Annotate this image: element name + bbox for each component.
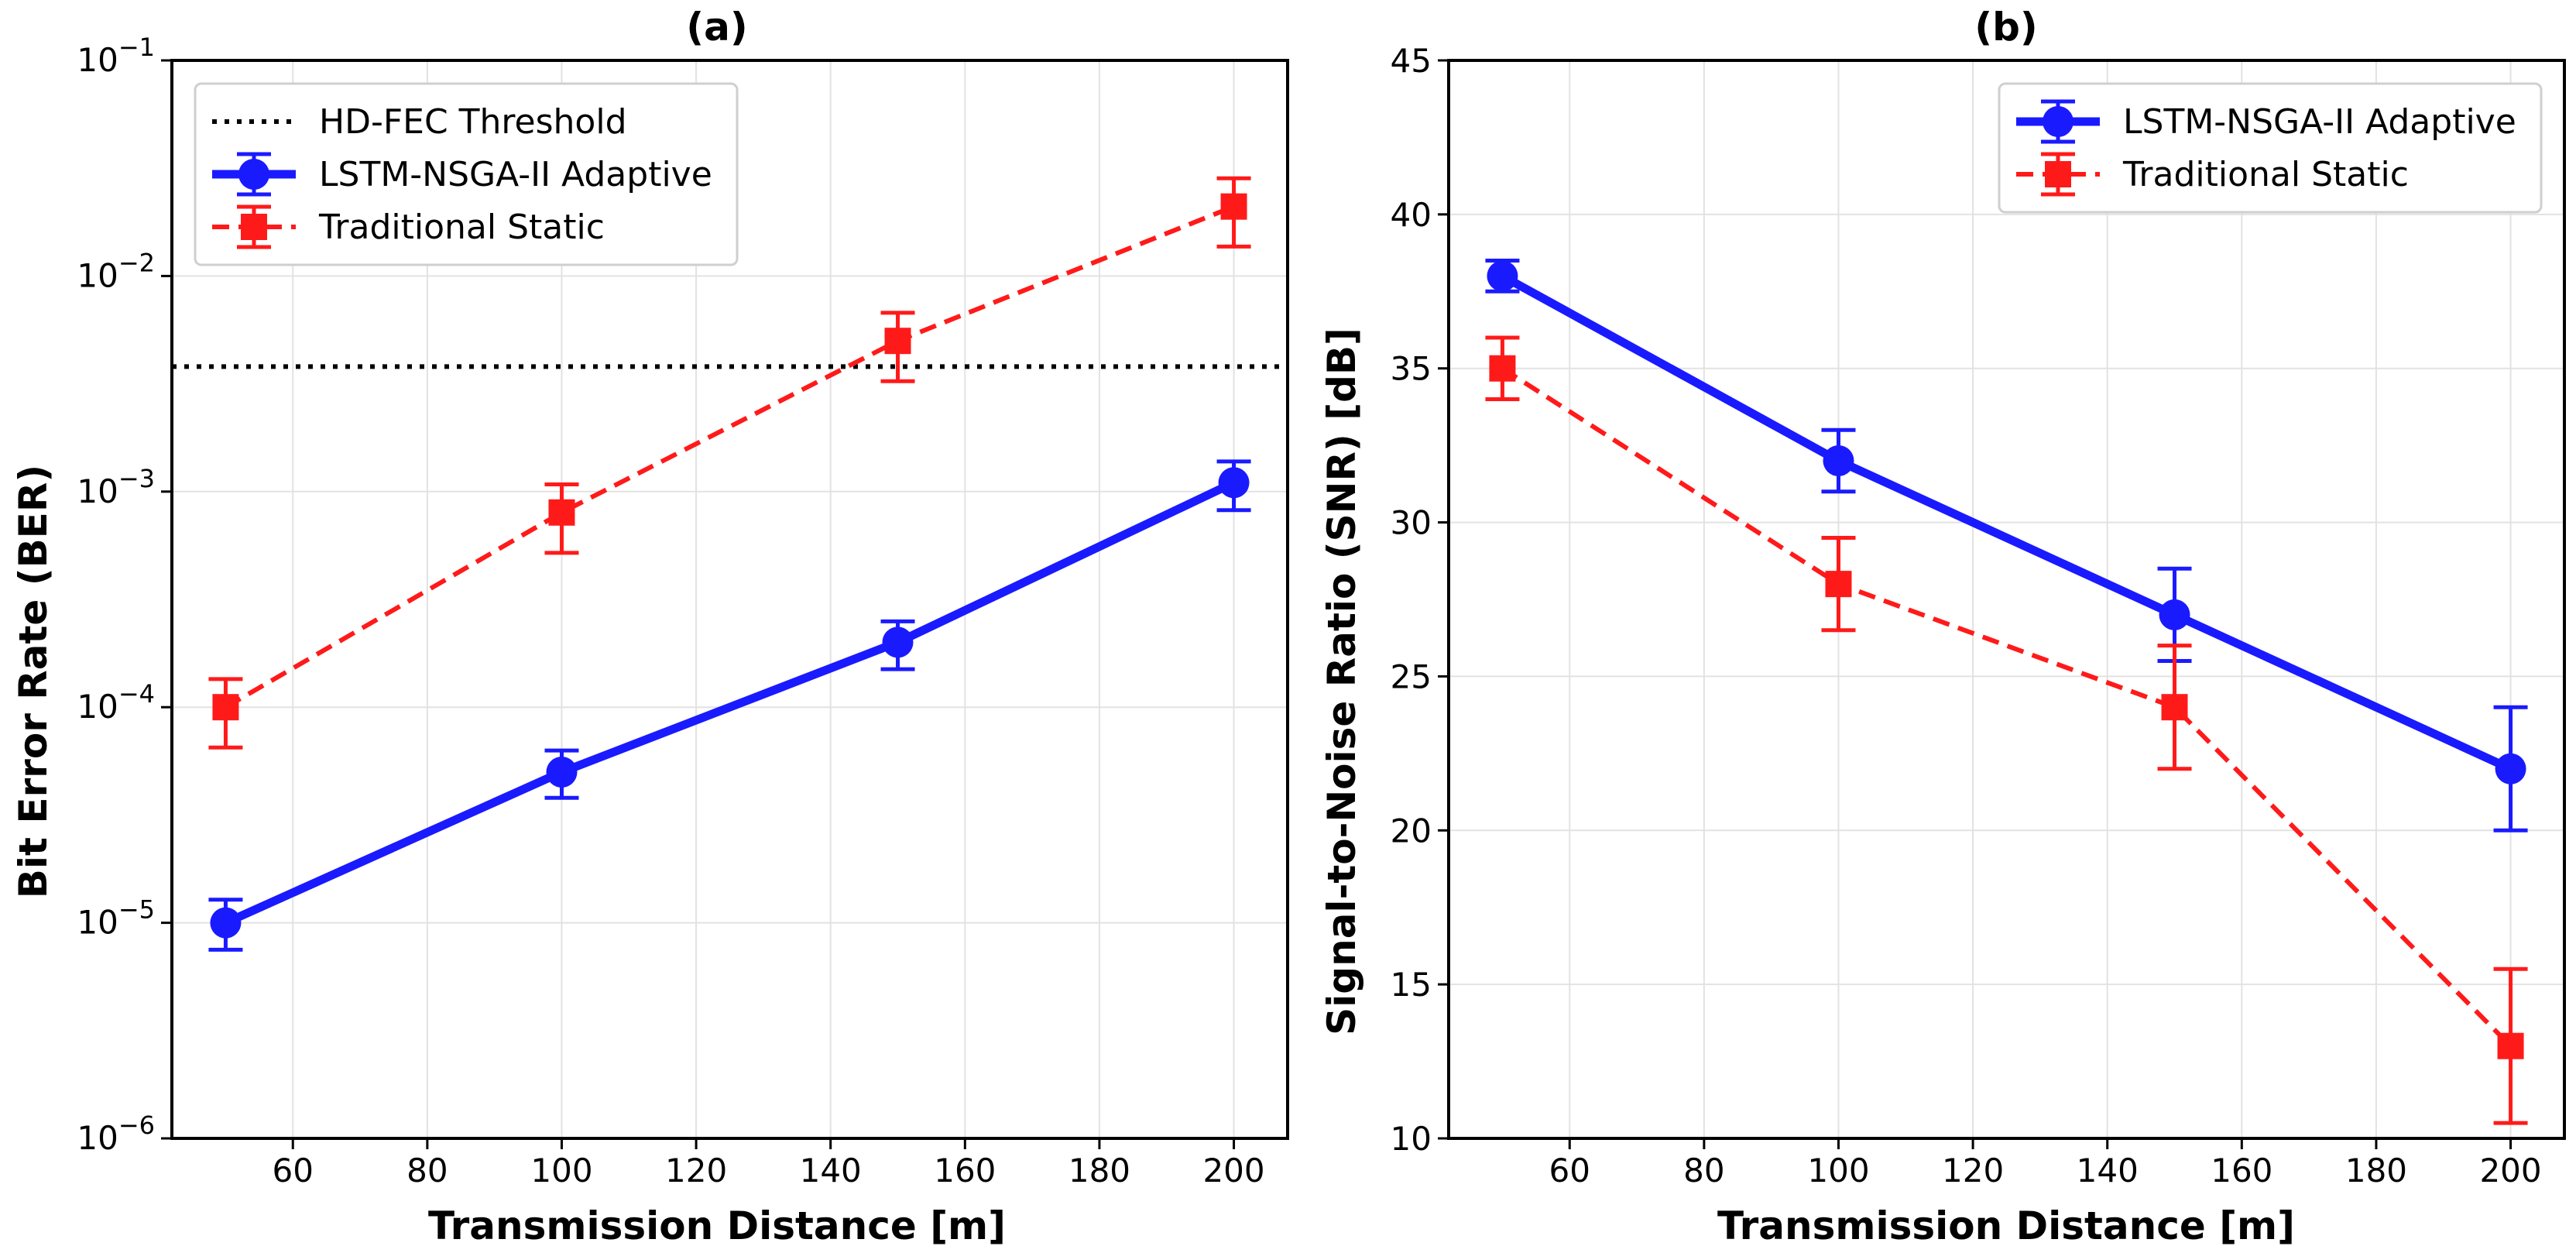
x-axis-label: Transmission Distance [m] (1717, 1203, 2295, 1248)
y-tick-label: 40 (1391, 196, 1432, 234)
y-axis-label: Bit Error Rate (BER) (11, 465, 56, 898)
chart-title: (b) (1974, 5, 2038, 50)
data-point (882, 626, 914, 658)
legend-box (1998, 82, 2543, 214)
axis-ticks: 60 80 100 120 140 160 180 200 10−6 10−5 10−4 10−3 10… (77, 33, 1264, 1189)
data-point (2495, 753, 2526, 784)
x-tick-label: 120 (1942, 1152, 2004, 1189)
x-tick-label: 200 (2479, 1152, 2541, 1189)
y-tick-label: 10−1 (77, 33, 155, 79)
panel-b-snr: (b) Transmission Distance [m] Signal-to-… (1319, 5, 2566, 1248)
data-point (1487, 260, 1518, 292)
plot-frame (1447, 59, 2566, 1140)
data-series (208, 176, 1251, 952)
x-tick-label: 140 (2077, 1152, 2139, 1189)
x-tick-label: 180 (2345, 1152, 2407, 1189)
series-line (224, 479, 1236, 927)
y-tick-label: 10−2 (77, 248, 155, 294)
x-tick-label: 80 (406, 1152, 448, 1189)
x-tick-label: 100 (530, 1152, 592, 1189)
grid (1449, 60, 2564, 1139)
x-tick-label: 100 (1807, 1152, 1869, 1189)
y-tick-label: 10−4 (77, 679, 155, 726)
panel-a-ber: (a) Transmission Distance [m] Bit Error … (11, 5, 1289, 1248)
x-tick-label: 140 (800, 1152, 862, 1189)
data-point (548, 499, 575, 526)
data-point (1220, 193, 1247, 220)
series-line (224, 204, 1235, 709)
legend-marker (2045, 161, 2071, 187)
x-tick-label: 60 (1549, 1152, 1590, 1189)
axis-ticks: 60 80 100 120 140 160 180 200 10 15 20 25 30 35 40 45 (1391, 42, 2542, 1189)
data-point (546, 757, 578, 788)
y-tick-label: 25 (1391, 657, 1432, 695)
y-tick-label: 35 (1391, 350, 1432, 388)
data-point (1489, 355, 1516, 382)
x-tick-label: 160 (2211, 1152, 2272, 1189)
data-point (2159, 599, 2190, 630)
x-tick-label: 60 (273, 1152, 314, 1189)
data-point (884, 328, 911, 355)
legend-label: LSTM-NSGA-II Adaptive (319, 155, 712, 194)
legend: LSTM-NSGA-II Adaptive Traditional Static (1998, 82, 2543, 214)
y-tick-label: 10 (1391, 1120, 1432, 1158)
legend-label: HD-FEC Threshold (319, 102, 627, 142)
legend-label: Traditional Static (2122, 155, 2409, 194)
data-point (1823, 445, 1854, 477)
legend-label: Traditional Static (318, 208, 605, 247)
y-tick-label: 30 (1391, 504, 1432, 542)
data-point (2161, 694, 2188, 721)
data-point (1218, 467, 1250, 499)
series-line (1501, 366, 2513, 1048)
x-tick-label: 200 (1202, 1152, 1264, 1189)
y-tick-label: 45 (1391, 42, 1432, 80)
data-point (2497, 1032, 2524, 1059)
plot-frame (170, 59, 1289, 1140)
y-tick-label: 15 (1391, 966, 1432, 1004)
x-tick-label: 180 (1068, 1152, 1130, 1189)
legend-marker (2043, 106, 2073, 137)
data-point (212, 694, 239, 721)
x-tick-label: 120 (665, 1152, 727, 1189)
x-tick-label: 80 (1683, 1152, 1724, 1189)
y-tick-label: 10−6 (77, 1111, 155, 1157)
data-point (1825, 571, 1852, 598)
x-tick-label: 160 (934, 1152, 996, 1189)
legend: HD-FEC Threshold LSTM-NSGA-II Adaptive Tra… (194, 82, 739, 266)
chart-title: (a) (686, 5, 747, 50)
series-line (1500, 272, 2513, 773)
legend-marker (238, 159, 269, 190)
legend-marker (241, 214, 267, 240)
legend-box (194, 82, 739, 266)
data-point (210, 907, 242, 939)
y-tick-label: 10−3 (77, 464, 155, 510)
y-tick-label: 20 (1391, 812, 1432, 850)
y-tick-label: 10−5 (77, 895, 155, 942)
y-axis-label: Signal-to-Noise Ratio (SNR) [dB] (1319, 328, 1364, 1035)
data-series (1485, 259, 2528, 1125)
legend-label: LSTM-NSGA-II Adaptive (2123, 102, 2516, 142)
x-axis-label: Transmission Distance [m] (428, 1203, 1006, 1248)
